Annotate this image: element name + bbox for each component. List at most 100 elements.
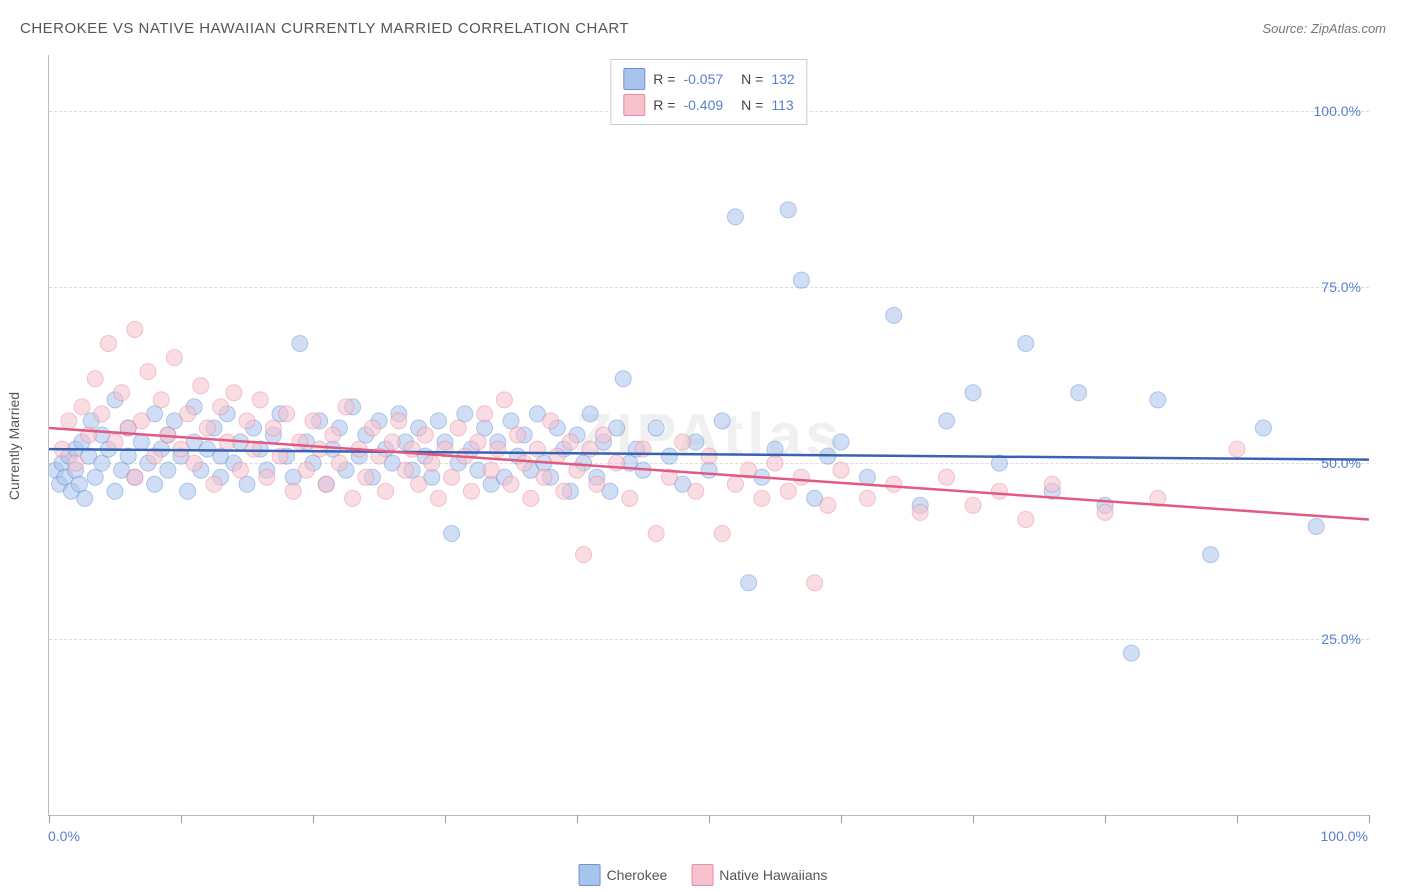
data-point [780, 202, 796, 218]
swatch-cherokee-bottom [579, 864, 601, 886]
data-point [793, 272, 809, 288]
data-point [688, 483, 704, 499]
data-point [312, 441, 328, 457]
data-point [523, 490, 539, 506]
swatch-hawaiian [623, 94, 645, 116]
data-point [206, 476, 222, 492]
x-axis-label-right: 100.0% [1321, 828, 1368, 844]
legend-label-cherokee: Cherokee [607, 867, 668, 883]
data-point [490, 441, 506, 457]
data-point [364, 420, 380, 436]
data-point [147, 476, 163, 492]
data-point [741, 575, 757, 591]
data-point [648, 526, 664, 542]
x-tick [1369, 815, 1370, 823]
y-axis-label: Currently Married [6, 392, 22, 500]
data-point [793, 469, 809, 485]
data-point [727, 209, 743, 225]
data-point [325, 427, 341, 443]
data-point [127, 321, 143, 337]
x-tick [49, 815, 50, 823]
data-point [1097, 504, 1113, 520]
data-point [61, 413, 77, 429]
data-point [87, 371, 103, 387]
data-point [886, 307, 902, 323]
data-point [477, 406, 493, 422]
data-point [859, 469, 875, 485]
x-tick [445, 815, 446, 823]
data-point [239, 476, 255, 492]
data-point [1229, 441, 1245, 457]
data-point [239, 413, 255, 429]
legend-r-label: R = [653, 71, 675, 87]
data-point [74, 399, 90, 415]
data-point [1018, 511, 1034, 527]
data-point [292, 336, 308, 352]
legend-r-value-cherokee: -0.057 [683, 71, 723, 87]
data-point [345, 490, 361, 506]
data-point [77, 490, 93, 506]
data-point [556, 483, 572, 499]
data-point [1071, 385, 1087, 401]
data-point [965, 497, 981, 513]
legend-n-label: N = [741, 71, 763, 87]
data-point [140, 364, 156, 380]
legend-row-cherokee: R = -0.057 N = 132 [623, 66, 794, 92]
legend-r-label: R = [653, 97, 675, 113]
data-point [193, 378, 209, 394]
data-point [615, 371, 631, 387]
data-point [536, 469, 552, 485]
data-point [1255, 420, 1271, 436]
plot-area: ZIPAtlas R = -0.057 N = 132 R = -0.409 N… [48, 55, 1369, 816]
data-point [331, 455, 347, 471]
correlation-legend: R = -0.057 N = 132 R = -0.409 N = 113 [610, 59, 807, 125]
data-point [213, 399, 229, 415]
data-point [1123, 645, 1139, 661]
data-point [430, 490, 446, 506]
data-point [859, 490, 875, 506]
data-point [503, 476, 519, 492]
data-point [133, 434, 149, 450]
data-point [133, 413, 149, 429]
data-point [180, 483, 196, 499]
data-point [543, 413, 559, 429]
data-point [780, 483, 796, 499]
data-point [391, 413, 407, 429]
data-point [305, 413, 321, 429]
data-point [503, 413, 519, 429]
data-point [279, 406, 295, 422]
data-point [589, 476, 605, 492]
data-point [939, 413, 955, 429]
data-point [576, 547, 592, 563]
data-point [292, 434, 308, 450]
data-point [1018, 336, 1034, 352]
x-tick [577, 815, 578, 823]
data-point [94, 406, 110, 422]
data-point [622, 490, 638, 506]
data-point [219, 434, 235, 450]
scatter-svg [49, 55, 1369, 815]
data-point [1044, 476, 1060, 492]
data-point [338, 399, 354, 415]
data-point [252, 392, 268, 408]
data-point [87, 469, 103, 485]
legend-item-hawaiian: Native Hawaiians [691, 864, 827, 886]
data-point [807, 575, 823, 591]
data-point [114, 385, 130, 401]
data-point [384, 434, 400, 450]
data-point [265, 420, 281, 436]
legend-n-value-hawaiian: 113 [771, 97, 793, 113]
data-point [767, 455, 783, 471]
data-point [411, 476, 427, 492]
data-point [833, 434, 849, 450]
data-point [675, 434, 691, 450]
data-point [450, 420, 466, 436]
data-point [100, 336, 116, 352]
data-point [820, 497, 836, 513]
data-point [991, 483, 1007, 499]
data-point [430, 413, 446, 429]
x-tick [1237, 815, 1238, 823]
data-point [496, 392, 512, 408]
data-point [358, 469, 374, 485]
source-attribution: Source: ZipAtlas.com [1262, 21, 1386, 36]
